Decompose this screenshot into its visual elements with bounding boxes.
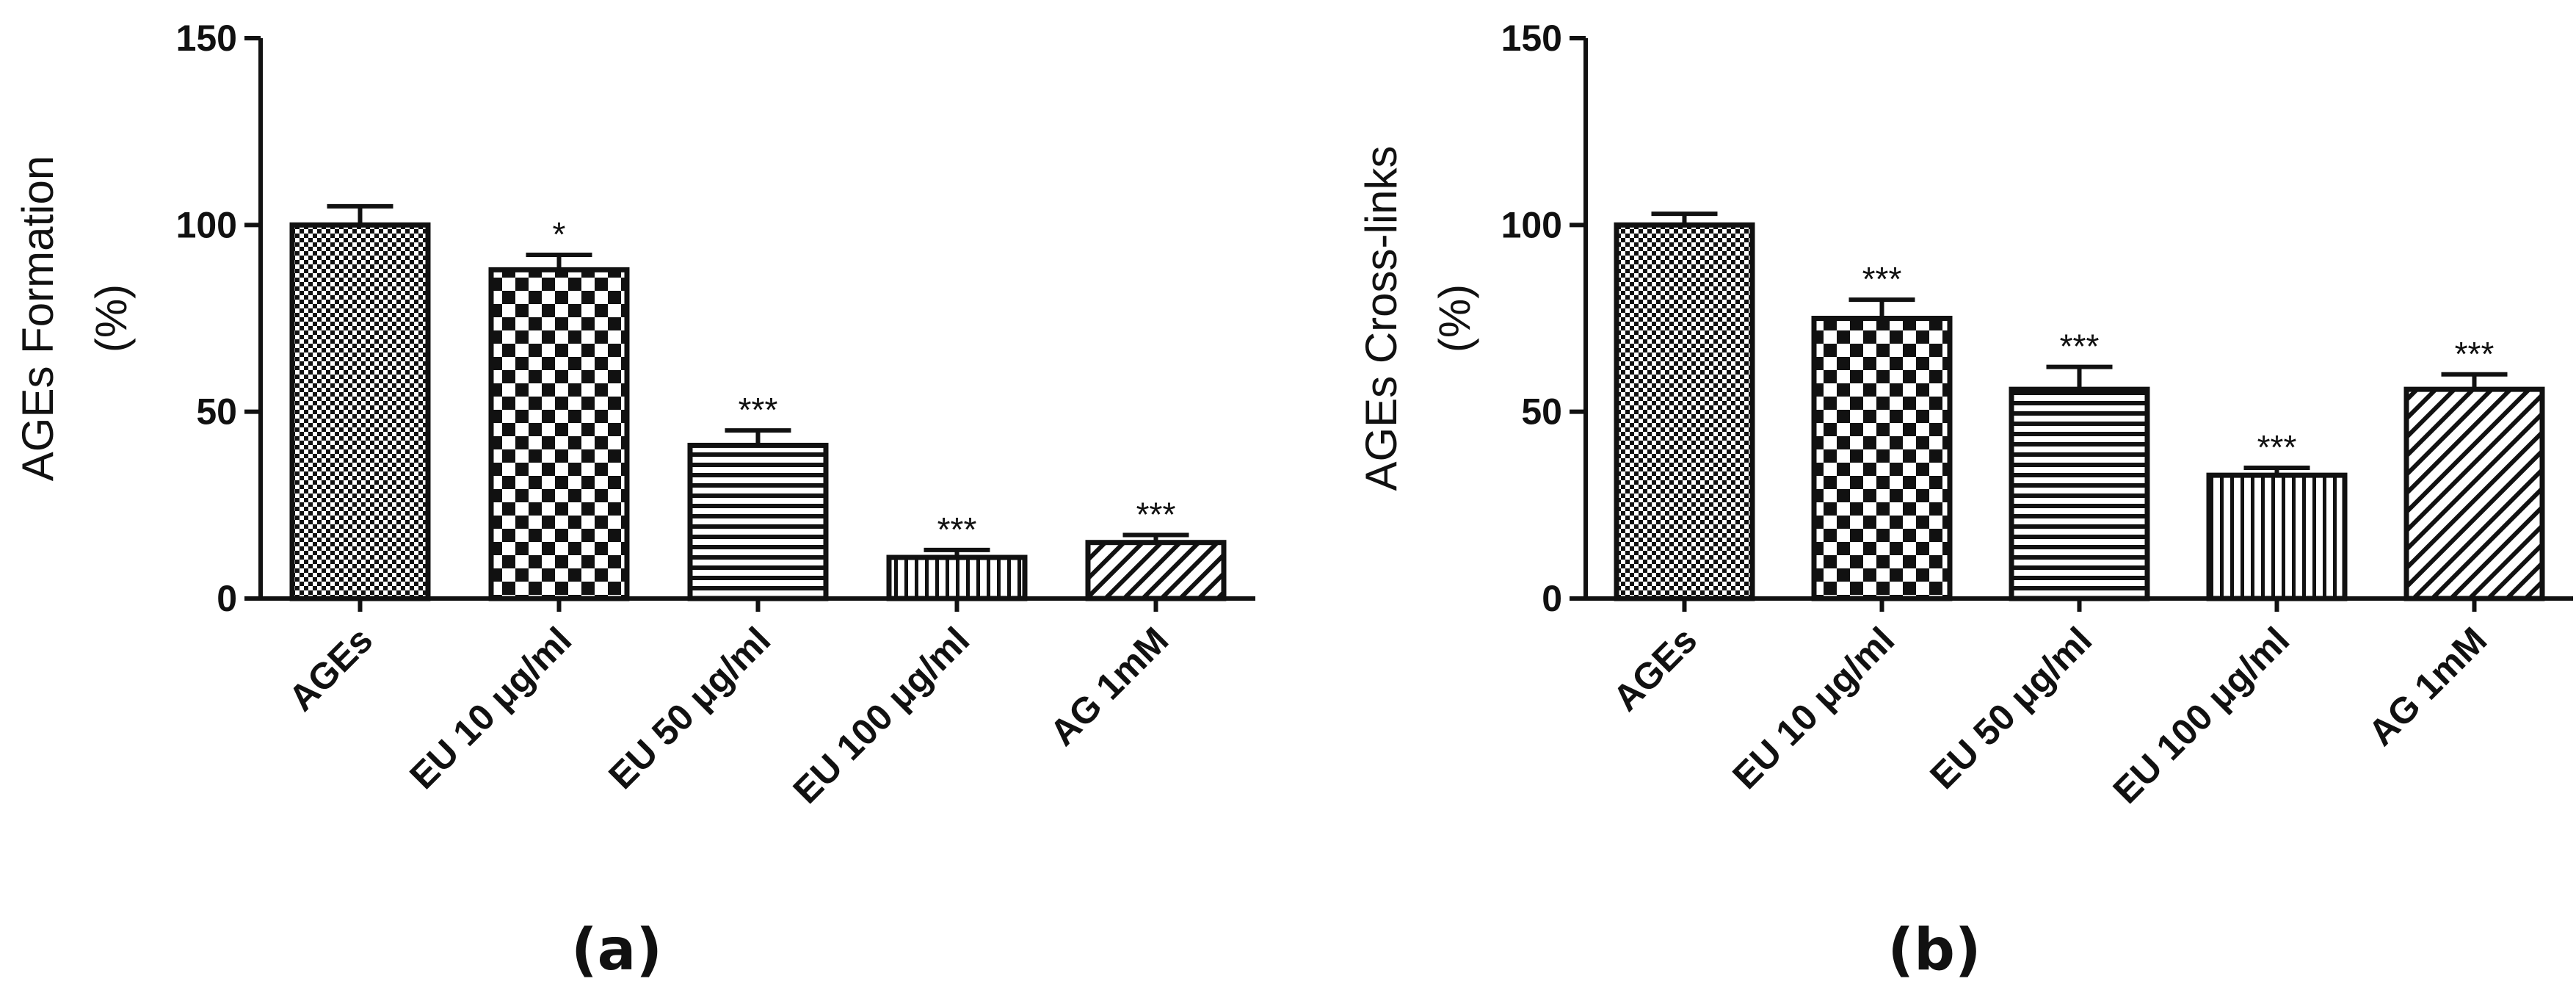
y-tick-label: 50 xyxy=(196,391,237,433)
bar xyxy=(2009,386,2150,601)
x-tick-label: AGEs xyxy=(1605,619,1705,719)
x-tick-label: EU 100 μg/ml xyxy=(786,619,978,811)
significance-label: *** xyxy=(2060,328,2100,366)
y-tick-label: 100 xyxy=(1501,204,1562,245)
bar xyxy=(1614,222,1755,601)
x-tick-label: AGEs xyxy=(280,619,380,719)
bar xyxy=(2206,472,2348,601)
y-axis-label: AGEs Formation xyxy=(13,156,62,481)
bar xyxy=(488,267,630,601)
y-tick-label: 0 xyxy=(1542,578,1562,619)
x-tick-label: EU 50 μg/ml xyxy=(601,619,778,797)
x-tick-label: EU 100 μg/ml xyxy=(2105,619,2298,811)
bar xyxy=(1811,316,1953,601)
y-tick-label: 0 xyxy=(217,578,237,619)
y-axis-unit-label: (%) xyxy=(1430,284,1479,352)
chart-a: 0 50 100 150 AGEs Formation (%) AGEs * EU 10 μg/… xyxy=(13,18,1255,983)
x-tick-label: EU 10 μg/ml xyxy=(1724,619,1902,797)
significance-label: *** xyxy=(1862,260,1902,298)
chart-b: 0 50 100 150 AGEs Cross-links (%) AGEs *** EU 10… xyxy=(1357,18,2573,983)
bar xyxy=(2403,386,2545,601)
significance-label: *** xyxy=(2257,428,2297,466)
significance-label: *** xyxy=(2455,335,2495,373)
panel-label: (a) xyxy=(571,917,662,983)
y-tick-label: 150 xyxy=(176,18,237,59)
x-tick-label: EU 10 μg/ml xyxy=(402,619,579,797)
y-axis-unit-label: (%) xyxy=(87,284,136,352)
bar xyxy=(886,554,1028,601)
y-axis-label: AGEs Cross-links xyxy=(1357,145,1406,491)
bar xyxy=(1085,540,1227,601)
x-tick-label: AG 1mM xyxy=(1042,619,1176,753)
significance-label: *** xyxy=(937,510,977,549)
bar xyxy=(289,222,431,601)
y-tick-label: 50 xyxy=(1521,391,1562,433)
y-tick-label: 100 xyxy=(176,204,237,245)
significance-label: * xyxy=(553,215,566,253)
panel-label: (b) xyxy=(1887,917,1981,983)
y-tick-label: 150 xyxy=(1501,18,1562,59)
bar xyxy=(687,442,829,601)
x-tick-label: AG 1mM xyxy=(2360,619,2495,753)
significance-label: *** xyxy=(739,391,778,429)
significance-label: *** xyxy=(1136,496,1176,534)
x-tick-label: EU 50 μg/ml xyxy=(1922,619,2100,797)
